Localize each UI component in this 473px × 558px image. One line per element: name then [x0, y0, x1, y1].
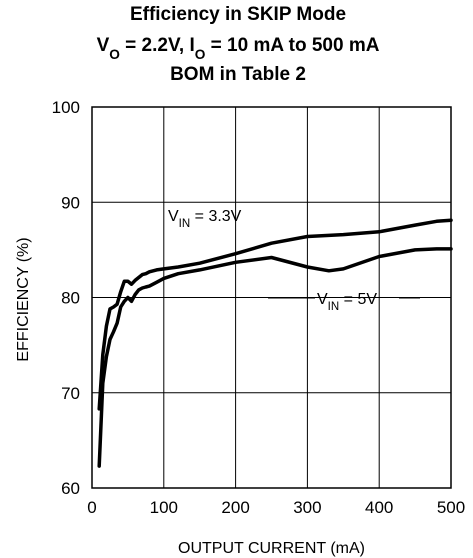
chart-title-line: VO = 2.2V, IO = 10 mA to 500 mA: [97, 35, 380, 62]
text-run: = 5V: [339, 291, 377, 308]
text-run: = 10 mA to 500 mA: [205, 35, 379, 56]
subscript: IN: [179, 218, 191, 230]
x-axis-label: OUTPUT CURRENT (mA): [178, 540, 365, 557]
text-run: = 3.3V: [190, 208, 241, 225]
y-tick-label: 80: [61, 289, 80, 308]
x-tick-label: 300: [293, 498, 321, 517]
text-run: Efficiency in SKIP Mode: [130, 4, 346, 25]
text-run: V: [317, 291, 328, 308]
x-tick-label: 500: [437, 498, 465, 517]
series-label-2: VIN = 5V: [317, 291, 377, 313]
chart-title-line: BOM in Table 2: [170, 64, 306, 85]
text-run: V: [168, 208, 179, 225]
series-line-2: [97, 247, 453, 468]
text-run: = 2.2V, I: [120, 35, 195, 56]
text-run: BOM in Table 2: [170, 64, 306, 85]
y-axis-label: EFFICIENCY (%): [15, 237, 32, 361]
subscript: IN: [328, 301, 340, 313]
y-tick-label: 60: [61, 479, 80, 498]
x-tick-label: 200: [221, 498, 249, 517]
y-axis-ticks: 60 70 80 90 100: [52, 98, 80, 498]
series-lines: [97, 218, 453, 468]
x-axis-ticks: 0 100 200 300 400 500: [87, 498, 465, 517]
series-line-1: [97, 218, 453, 411]
series-label-1: VIN = 3.3V: [168, 208, 242, 230]
x-tick-label: 0: [87, 498, 96, 517]
x-tick-label: 400: [365, 498, 393, 517]
text-run: V: [97, 35, 110, 56]
y-tick-label: 70: [61, 384, 80, 403]
plot-frame: [91, 106, 452, 489]
x-tick-label: 100: [150, 498, 178, 517]
subscript: O: [195, 47, 206, 62]
chart-title-line: Efficiency in SKIP Mode: [130, 4, 346, 25]
y-tick-label: 90: [61, 193, 80, 212]
y-tick-label: 100: [52, 98, 80, 117]
subscript: O: [109, 47, 120, 62]
